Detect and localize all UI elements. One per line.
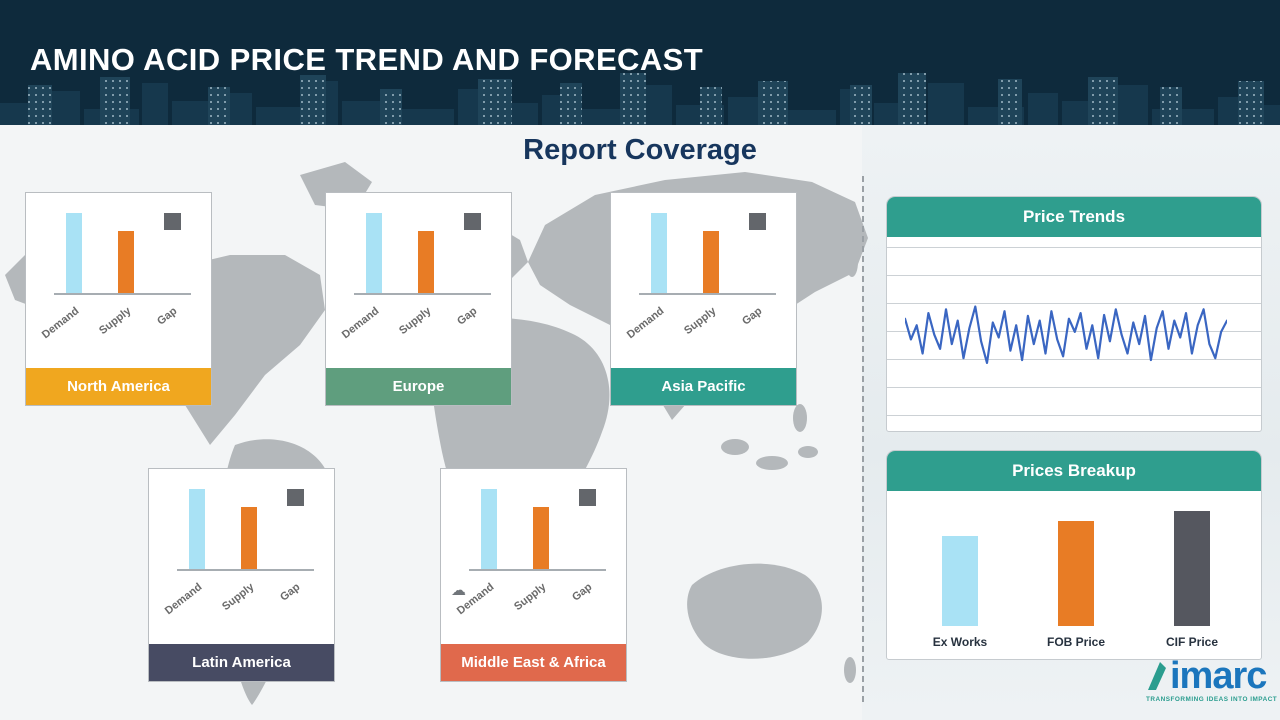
page-title: AMINO ACID PRICE TREND AND FORECAST: [30, 42, 704, 77]
prices-breakup-chart: Ex Works FOB Price CIF Price: [887, 491, 1261, 659]
axis-line: [469, 569, 606, 571]
island-indonesia-1: [721, 439, 749, 455]
ex-works-label: Ex Works: [932, 635, 988, 649]
demand-supply-gap-chart: Demand Supply Gap: [326, 193, 511, 368]
region-card-europe: Demand Supply Gap Europe: [325, 192, 512, 406]
island-indonesia-3: [798, 446, 818, 458]
region-card-north-america: Demand Supply Gap North America: [25, 192, 212, 406]
demand-supply-gap-chart: Demand Supply Gap: [611, 193, 796, 368]
imarc-logo-text: imarc: [1170, 654, 1267, 697]
demand-bar: [651, 213, 667, 293]
region-card-middle-east-africa: ☁ Demand Supply Gap Middle East & Africa: [440, 468, 627, 682]
island-philippines: [793, 404, 807, 432]
axis-line: [54, 293, 191, 295]
imarc-logo-tagline: TRANSFORMING IDEAS INTO IMPACT: [1146, 696, 1278, 703]
section-title: Report Coverage: [523, 134, 757, 166]
supply-bar: [118, 231, 134, 293]
supply-bar: [241, 507, 257, 569]
region-label-middle-east-africa: Middle East & Africa: [441, 644, 626, 681]
supply-bar: [703, 231, 719, 293]
dashed-divider: [862, 176, 864, 702]
prices-breakup-panel: Prices Breakup Ex Works FOB Price CIF Pr…: [886, 450, 1262, 660]
demand-supply-gap-chart: Demand Supply Gap: [149, 469, 334, 644]
cif-price-label: CIF Price: [1165, 635, 1219, 649]
price-trends-panel: Price Trends: [886, 196, 1262, 432]
gap-marker: [464, 213, 481, 230]
continent-australia: [687, 563, 822, 659]
axis-line: [354, 293, 491, 295]
demand-supply-gap-chart: Demand Supply Gap: [26, 193, 211, 368]
region-card-asia-pacific: Demand Supply Gap Asia Pacific: [610, 192, 797, 406]
trend-line-chart: [905, 283, 1227, 377]
axis-line: [177, 569, 314, 571]
region-label-asia-pacific: Asia Pacific: [611, 368, 796, 405]
region-label-north-america: North America: [26, 368, 211, 405]
prices-breakup-title: Prices Breakup: [1012, 461, 1136, 480]
demand-bar: [189, 489, 205, 569]
supply-bar: [418, 231, 434, 293]
price-trends-header: Price Trends: [887, 197, 1261, 237]
demand-bar: [66, 213, 82, 293]
gap-marker: [579, 489, 596, 506]
region-label-latin-america: Latin America: [149, 644, 334, 681]
axis-line: [639, 293, 776, 295]
prices-breakup-header: Prices Breakup: [887, 451, 1261, 491]
gap-marker: [287, 489, 304, 506]
region-label-europe: Europe: [326, 368, 511, 405]
island-new-zealand: [844, 657, 856, 683]
imarc-logo-accent-icon: [1148, 662, 1166, 690]
price-trend-line: [905, 307, 1227, 363]
price-trends-chart: [887, 237, 1261, 430]
gap-marker: [749, 213, 766, 230]
fob-price-label: FOB Price: [1046, 635, 1106, 649]
demand-bar: [481, 489, 497, 569]
imarc-logo: imarc TRANSFORMING IDEAS INTO IMPACT: [1146, 654, 1278, 703]
price-trends-title: Price Trends: [1022, 207, 1126, 226]
demand-supply-gap-chart: ☁ Demand Supply Gap: [441, 469, 626, 644]
fob-price-bar: [1058, 521, 1094, 626]
page-header: AMINO ACID PRICE TREND AND FORECAST: [0, 0, 1280, 125]
supply-bar: [533, 507, 549, 569]
ex-works-bar: [942, 536, 978, 626]
region-card-latin-america: Demand Supply Gap Latin America: [148, 468, 335, 682]
city-skyline-graphic: [0, 73, 1280, 125]
gap-marker: [164, 213, 181, 230]
island-japan: [846, 247, 858, 277]
demand-bar: [366, 213, 382, 293]
cif-price-bar: [1174, 511, 1210, 626]
rain-cloud-icon: ☁: [451, 582, 466, 599]
island-indonesia-2: [756, 456, 788, 470]
